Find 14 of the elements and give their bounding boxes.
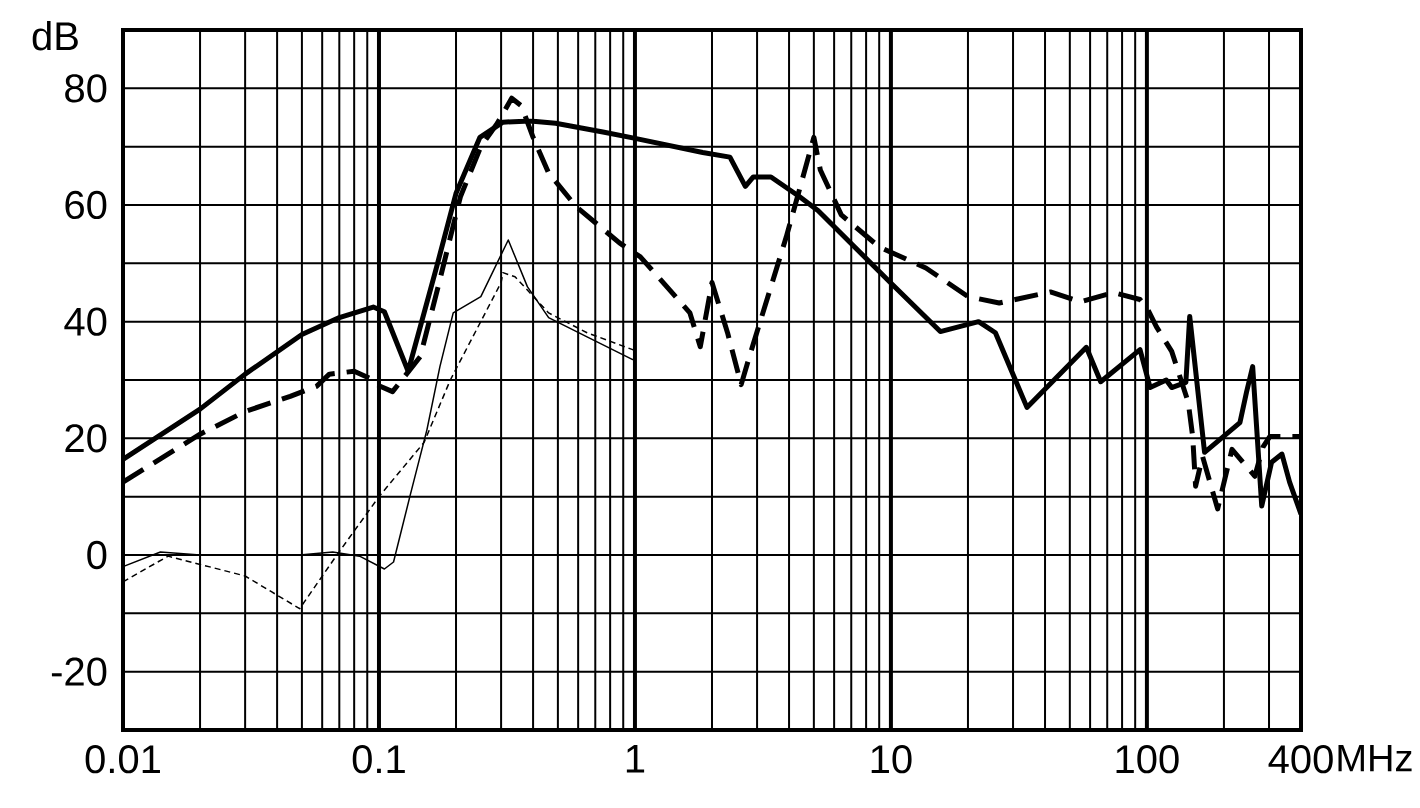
y-tick-label: -20 [51,657,107,686]
y-axis-title: dB [32,21,78,51]
y-tick-label: 60 [65,190,107,220]
y-tick-label: 0 [87,540,107,570]
x-tick-label: 0.01 [85,745,160,774]
x-axis-title: MHz [1338,745,1412,772]
x-tick-label: 400 [1268,745,1333,774]
y-tick-label: 40 [64,307,107,336]
x-tick-label: 10 [871,745,912,774]
y-tick-label: 20 [65,424,107,453]
x-tick-label: 100 [1116,745,1179,774]
x-tick-label: 0.1 [352,745,405,774]
x-tick-label: 1 [626,745,645,773]
y-tick-label: 80 [65,74,107,103]
